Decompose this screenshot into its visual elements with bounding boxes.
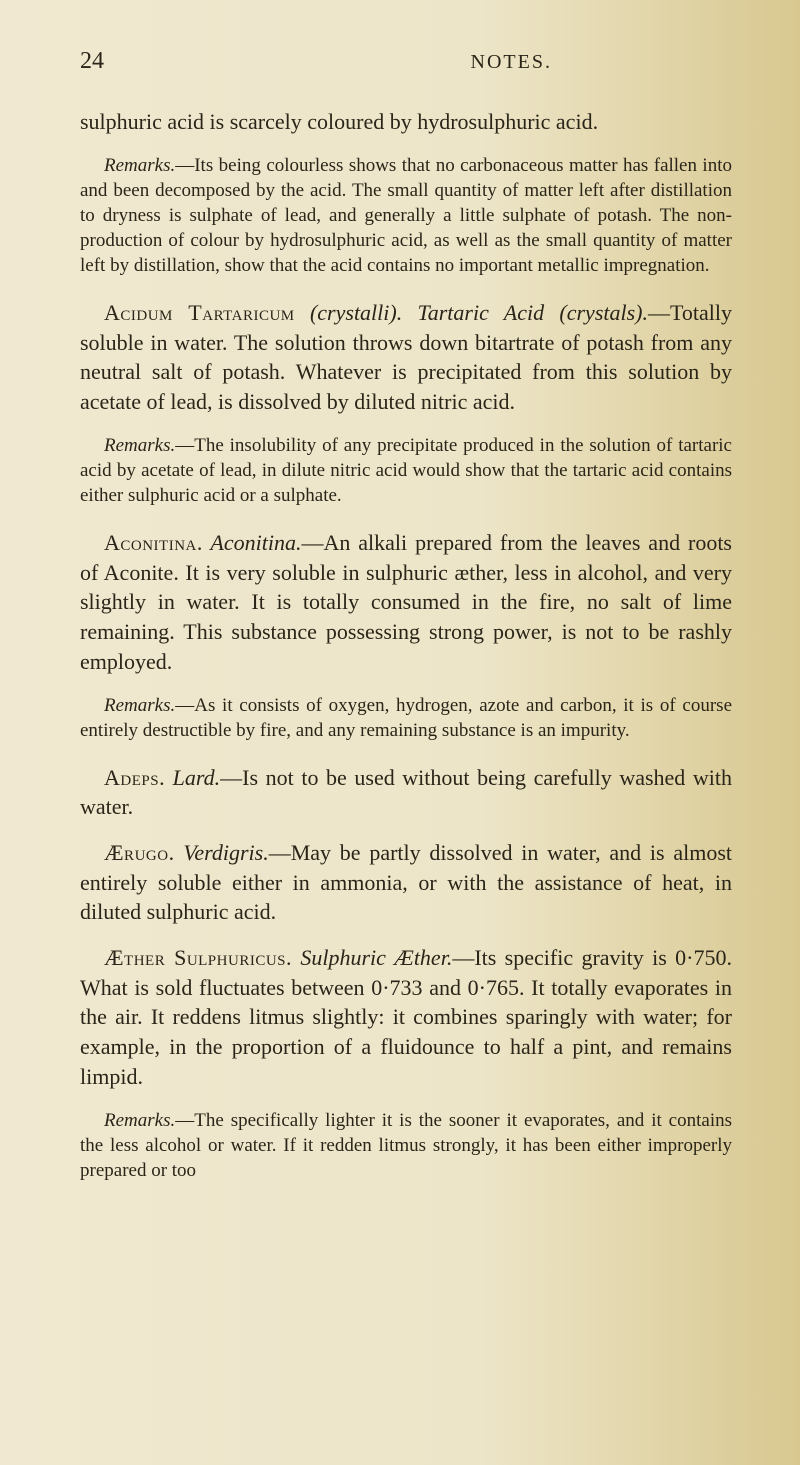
entry-paren: (crystalli). — [295, 300, 418, 325]
entry-heading: Ærugo. — [104, 840, 175, 865]
page-header: 24 NOTES. — [80, 48, 732, 75]
entry-paren2: (crystals). — [544, 300, 648, 325]
remarks-label: Remarks. — [104, 1110, 175, 1131]
remarks-label: Remarks. — [104, 695, 175, 716]
remarks-sulphuric: Remarks.—Its being colourless shows that… — [80, 153, 732, 278]
remarks-text: —The specifically lighter it is the soon… — [80, 1110, 732, 1181]
entry-title: Tartaric Acid — [418, 300, 545, 325]
paragraph-tartaricum: Acidum Tartaricum (crystalli). Tartaric … — [80, 298, 732, 417]
paragraph-sulphuric: sulphuric acid is scarcely coloured by h… — [80, 107, 732, 137]
page-number: 24 — [80, 48, 104, 75]
entry-title: Sulphuric Æther. — [292, 945, 452, 970]
remarks-label: Remarks. — [104, 435, 175, 456]
body-text: sulphuric acid is scarcely coloured by h… — [80, 109, 598, 134]
entry-title: Verdigris. — [175, 840, 269, 865]
page-content: sulphuric acid is scarcely coloured by h… — [80, 107, 732, 1183]
section-title: NOTES. — [471, 51, 552, 74]
remarks-text: —Its being colourless shows that no carb… — [80, 155, 732, 276]
remarks-text: —The insolubility of any precipitate pro… — [80, 435, 732, 506]
paragraph-adeps: Adeps. Lard.—Is not to be used without b… — [80, 763, 732, 822]
entry-title: Lard. — [165, 765, 220, 790]
remarks-aether: Remarks.—The specifically lighter it is … — [80, 1108, 732, 1183]
remarks-text: —As it consists of oxygen, hydrogen, azo… — [80, 695, 732, 741]
entry-heading: Aconitina. — [104, 530, 203, 555]
entry-title: Aconitina. — [203, 530, 302, 555]
entry-heading: Acidum Tartaricum — [104, 300, 295, 325]
remarks-tartaricum: Remarks.—The insolubility of any precipi… — [80, 433, 732, 508]
entry-heading: Adeps. — [104, 765, 165, 790]
remarks-label: Remarks. — [104, 155, 175, 176]
paragraph-aether: Æther Sulphuricus. Sulphuric Æther.—Its … — [80, 943, 732, 1091]
paragraph-aerugo: Ærugo. Verdigris.—May be partly dissolve… — [80, 838, 732, 927]
entry-heading: Æther Sulphuricus. — [104, 945, 292, 970]
remarks-aconitina: Remarks.—As it consists of oxygen, hydro… — [80, 693, 732, 743]
paragraph-aconitina: Aconitina. Aconitina.—An alkali prepared… — [80, 528, 732, 676]
